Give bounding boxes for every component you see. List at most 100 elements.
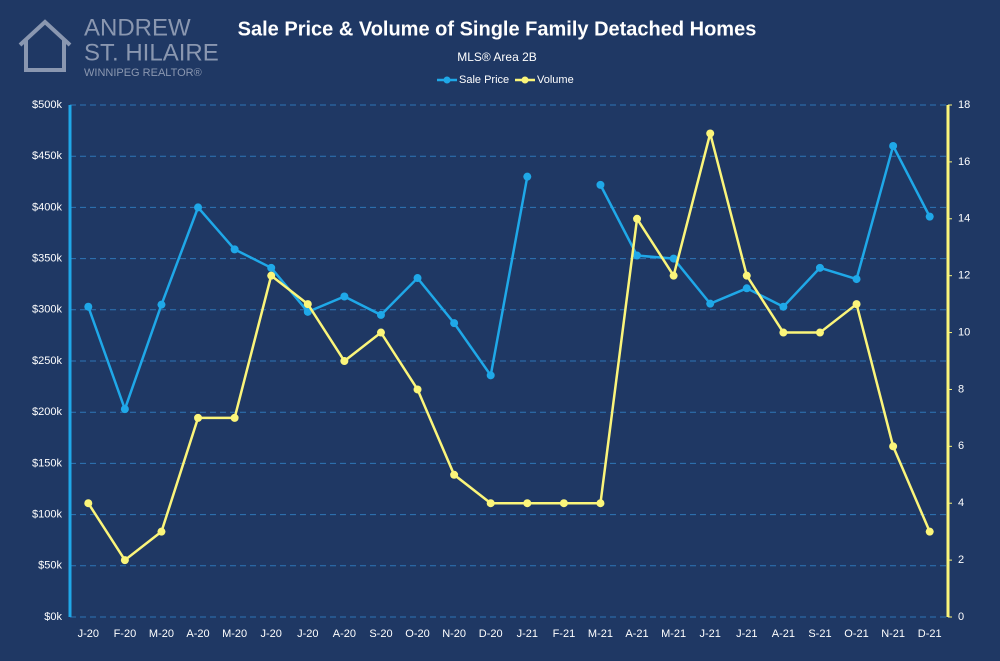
data-point: [157, 300, 166, 309]
data-point: [889, 442, 898, 451]
data-point: [596, 180, 605, 189]
x-tick-label: O-21: [844, 628, 868, 640]
y2-tick-label: 14: [958, 213, 970, 225]
data-point: [194, 203, 203, 212]
legend-swatch: [443, 76, 451, 84]
logo-text: WINNIPEG REALTOR®: [84, 67, 202, 79]
data-point: [486, 371, 495, 380]
x-tick-label: D-21: [918, 628, 942, 640]
x-tick-label: A-20: [186, 628, 209, 640]
y-tick-label: $500k: [32, 99, 62, 111]
y2-tick-label: 18: [958, 99, 970, 111]
data-point: [559, 499, 568, 508]
logo-house: [18, 19, 72, 72]
y2-tick-label: 4: [958, 497, 964, 509]
y-tick-label: $400k: [32, 201, 62, 213]
data-point: [120, 405, 129, 414]
y-tick-label: $450k: [32, 150, 62, 162]
x-tick-label: A-20: [333, 628, 356, 640]
data-point: [889, 141, 898, 150]
y-tick-label: $150k: [32, 457, 62, 469]
data-point: [633, 214, 642, 223]
chart-subtitle: MLS® Area 2B: [457, 50, 537, 64]
x-tick-label: M-21: [588, 628, 613, 640]
x-tick-label: S-20: [369, 628, 392, 640]
data-point: [706, 129, 715, 138]
data-point: [267, 271, 276, 280]
x-tick-label: D-20: [479, 628, 503, 640]
series-line: [87, 133, 931, 562]
legend-label: Volume: [537, 74, 574, 86]
data-point: [376, 328, 385, 337]
data-point: [486, 499, 495, 508]
y2-tick-label: 10: [958, 326, 970, 338]
x-tick-label: F-20: [114, 628, 137, 640]
legend-swatch: [521, 76, 529, 84]
data-point: [779, 328, 788, 337]
data-point: [450, 319, 459, 328]
data-point: [669, 254, 678, 263]
x-tick-label: J-20: [261, 628, 282, 640]
data-point: [157, 527, 166, 536]
x-tick-label: F-21: [553, 628, 576, 640]
data-point: [413, 274, 422, 283]
x-tick-label: M-20: [222, 628, 247, 640]
y2-tick-label: 6: [958, 440, 964, 452]
x-tick-label: A-21: [772, 628, 795, 640]
x-tick-label: N-20: [442, 628, 466, 640]
data-point: [852, 275, 861, 284]
data-point: [596, 499, 605, 508]
y-tick-label: $350k: [32, 253, 62, 265]
y-tick-label: $250k: [32, 355, 62, 367]
x-tick-label: N-21: [881, 628, 905, 640]
data-point: [633, 251, 642, 260]
data-point: [815, 263, 824, 272]
data-point: [925, 527, 934, 536]
y-tick-label: $50k: [38, 560, 62, 572]
y2-tick-label: 8: [958, 383, 964, 395]
data-point: [267, 263, 276, 272]
y-tick-label: $300k: [32, 304, 62, 316]
data-point: [742, 284, 751, 293]
y2-tick-label: 12: [958, 270, 970, 282]
x-tick-label: S-21: [808, 628, 831, 640]
y-tick-label: $200k: [32, 406, 62, 418]
x-tick-label: J-20: [78, 628, 99, 640]
y2-tick-label: 0: [958, 611, 964, 623]
data-point: [303, 300, 312, 309]
data-point: [925, 212, 934, 221]
logo-text: ST. HILAIRE: [84, 39, 219, 66]
data-point: [120, 556, 129, 565]
data-point: [340, 292, 349, 301]
data-point: [230, 413, 239, 422]
data-point: [230, 245, 239, 254]
data-point: [450, 470, 459, 479]
logo: ANDREW ST. HILAIRE WINNIPEG REALTOR®: [18, 14, 219, 79]
x-tick-label: J-21: [517, 628, 538, 640]
data-point: [815, 328, 824, 337]
y2-tick-label: 2: [958, 554, 964, 566]
y-tick-label: $0k: [44, 611, 62, 623]
legend-label: Sale Price: [459, 74, 509, 86]
data-point: [523, 172, 532, 181]
y-tick-label: $100k: [32, 509, 62, 521]
data-point: [84, 302, 93, 311]
data-point: [706, 299, 715, 308]
data-point: [84, 499, 93, 508]
data-point: [194, 413, 203, 422]
x-tick-label: J-20: [297, 628, 318, 640]
data-point: [303, 307, 312, 316]
x-tick-label: M-21: [661, 628, 686, 640]
x-tick-label: A-21: [625, 628, 648, 640]
x-tick-label: J-21: [736, 628, 757, 640]
data-point: [779, 302, 788, 311]
x-tick-label: J-21: [700, 628, 721, 640]
chart-title: Sale Price & Volume of Single Family Det…: [238, 18, 757, 40]
x-tick-label: M-20: [149, 628, 174, 640]
y2-tick-label: 16: [958, 156, 970, 168]
data-point: [742, 271, 751, 280]
data-point: [376, 310, 385, 319]
data-point: [523, 499, 532, 508]
data-point: [340, 357, 349, 365]
